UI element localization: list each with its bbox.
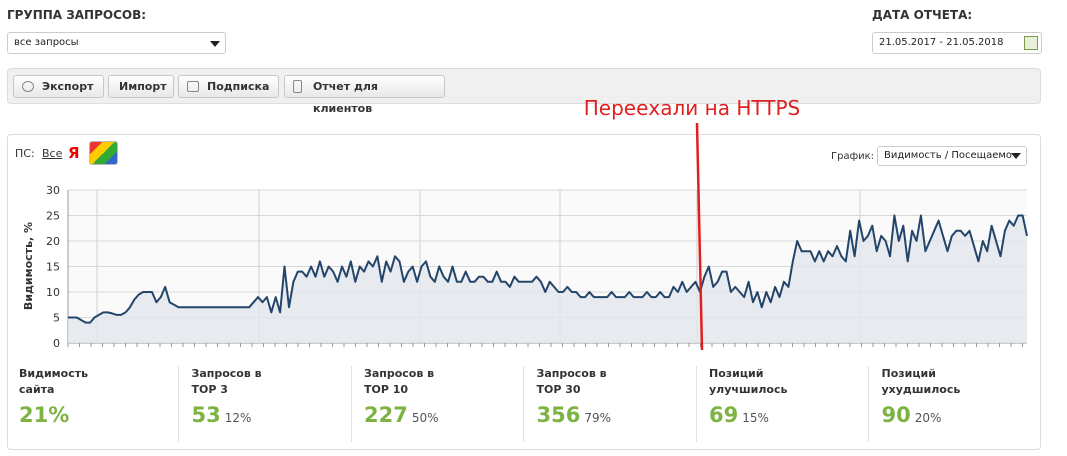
- stat-percent: 50%: [411, 411, 439, 425]
- graph-value: Видимость / Посещаемо: [884, 150, 1013, 161]
- stat-label-line: Запросов в: [536, 367, 607, 380]
- stat-value: 21%: [19, 403, 70, 427]
- stat-card: Позиций ухудшилось 90 20%: [870, 366, 1042, 442]
- ps-google[interactable]: [89, 141, 118, 165]
- stat-label-line: Запросов в: [191, 367, 262, 380]
- export-button[interactable]: Экспорт: [13, 75, 104, 98]
- stat-label: Видимость сайта: [19, 366, 178, 398]
- button-label: Отчет для клиентов: [313, 80, 378, 115]
- date-value: 21.05.2017 - 21.05.2018: [879, 37, 1004, 48]
- y-tick-label: 25: [46, 210, 60, 223]
- stat-value: 90: [881, 403, 911, 427]
- stat-value: 227: [364, 403, 408, 427]
- button-label: Подписка: [207, 80, 270, 93]
- stat-label-line: Видимость: [19, 367, 89, 380]
- chart-panel: [7, 134, 1041, 450]
- stat-card: Видимость сайта 21%: [7, 366, 179, 442]
- stat-label-line: TOP 30: [536, 383, 581, 396]
- group-value: все запросы: [14, 37, 79, 48]
- y-axis-label: Видимость, %: [22, 222, 35, 310]
- group-select[interactable]: все запросы: [7, 32, 226, 54]
- y-tick-label: 10: [46, 286, 60, 299]
- group-label: ГРУППА ЗАПРОСОВ:: [7, 8, 147, 22]
- graph-label: График:: [831, 151, 875, 162]
- stat-value-row: 227 50%: [364, 403, 523, 427]
- stat-card: Запросов в TOP 10 227 50%: [352, 366, 524, 442]
- stat-label-line: улучшилось: [709, 383, 788, 396]
- import-button[interactable]: Импорт: [108, 75, 174, 98]
- toolbar: Экспорт Импорт Подписка Отчет для клиент…: [7, 68, 1041, 115]
- date-label: ДАТА ОТЧЕТА:: [872, 8, 973, 22]
- graph-select[interactable]: Видимость / Посещаемо: [877, 146, 1027, 166]
- stat-label: Позиций ухудшилось: [882, 366, 1042, 398]
- stat-label-line: ухудшилось: [881, 383, 961, 396]
- ps-label: ПС:: [15, 147, 35, 160]
- button-label: Импорт: [119, 80, 167, 93]
- stat-value: 69: [709, 403, 739, 427]
- stat-label-line: TOP 3: [191, 383, 228, 396]
- y-tick-label: 0: [53, 337, 60, 350]
- button-label: Экспорт: [42, 80, 94, 93]
- stat-label-line: TOP 10: [364, 383, 409, 396]
- client-report-button[interactable]: Отчет для клиентов: [284, 75, 445, 115]
- ps-yandex[interactable]: Я: [68, 144, 80, 162]
- stat-label-line: Запросов в: [364, 367, 435, 380]
- stat-label: Запросов в TOP 30: [537, 366, 696, 398]
- stat-value-row: 356 79%: [537, 403, 696, 427]
- date-input[interactable]: 21.05.2017 - 21.05.2018: [872, 32, 1042, 54]
- stat-label-line: Позиций: [709, 367, 764, 380]
- stat-label: Запросов в TOP 3: [192, 366, 351, 398]
- y-tick-label: 20: [46, 235, 60, 248]
- stat-value-row: 90 20%: [882, 403, 1042, 427]
- subscribe-button[interactable]: Подписка: [178, 75, 279, 98]
- stat-label-line: Позиций: [881, 367, 936, 380]
- y-tick-label: 5: [53, 312, 60, 325]
- annotation: Переехали на HTTPS: [584, 96, 800, 120]
- y-tick-label: 30: [46, 184, 60, 197]
- stat-label: Запросов в TOP 10: [364, 366, 523, 398]
- stat-value: 356: [536, 403, 581, 427]
- stat-percent: 15%: [742, 411, 769, 425]
- area: [68, 215, 1027, 343]
- series-line: [68, 214, 1028, 324]
- stat-percent: 12%: [224, 411, 252, 425]
- annotation-line: [695, 122, 704, 351]
- stat-card: Запросов в TOP 3 53 12%: [180, 366, 352, 442]
- y-tick-label: 15: [46, 261, 60, 274]
- stat-percent: 79%: [584, 411, 612, 425]
- stat-value-row: 21%: [19, 403, 178, 427]
- stat-label: Позиций улучшилось: [709, 366, 868, 398]
- stat-value-row: 69 15%: [709, 403, 868, 427]
- stat-label-line: сайта: [19, 383, 55, 396]
- stat-card: Запросов в TOP 30 356 79%: [525, 366, 697, 442]
- stat-value-row: 53 12%: [192, 403, 351, 427]
- stat-card: Позиций улучшилось 69 15%: [697, 366, 869, 442]
- stat-percent: 20%: [914, 411, 942, 425]
- ps-all[interactable]: Все: [42, 147, 63, 160]
- stat-value: 53: [191, 403, 221, 427]
